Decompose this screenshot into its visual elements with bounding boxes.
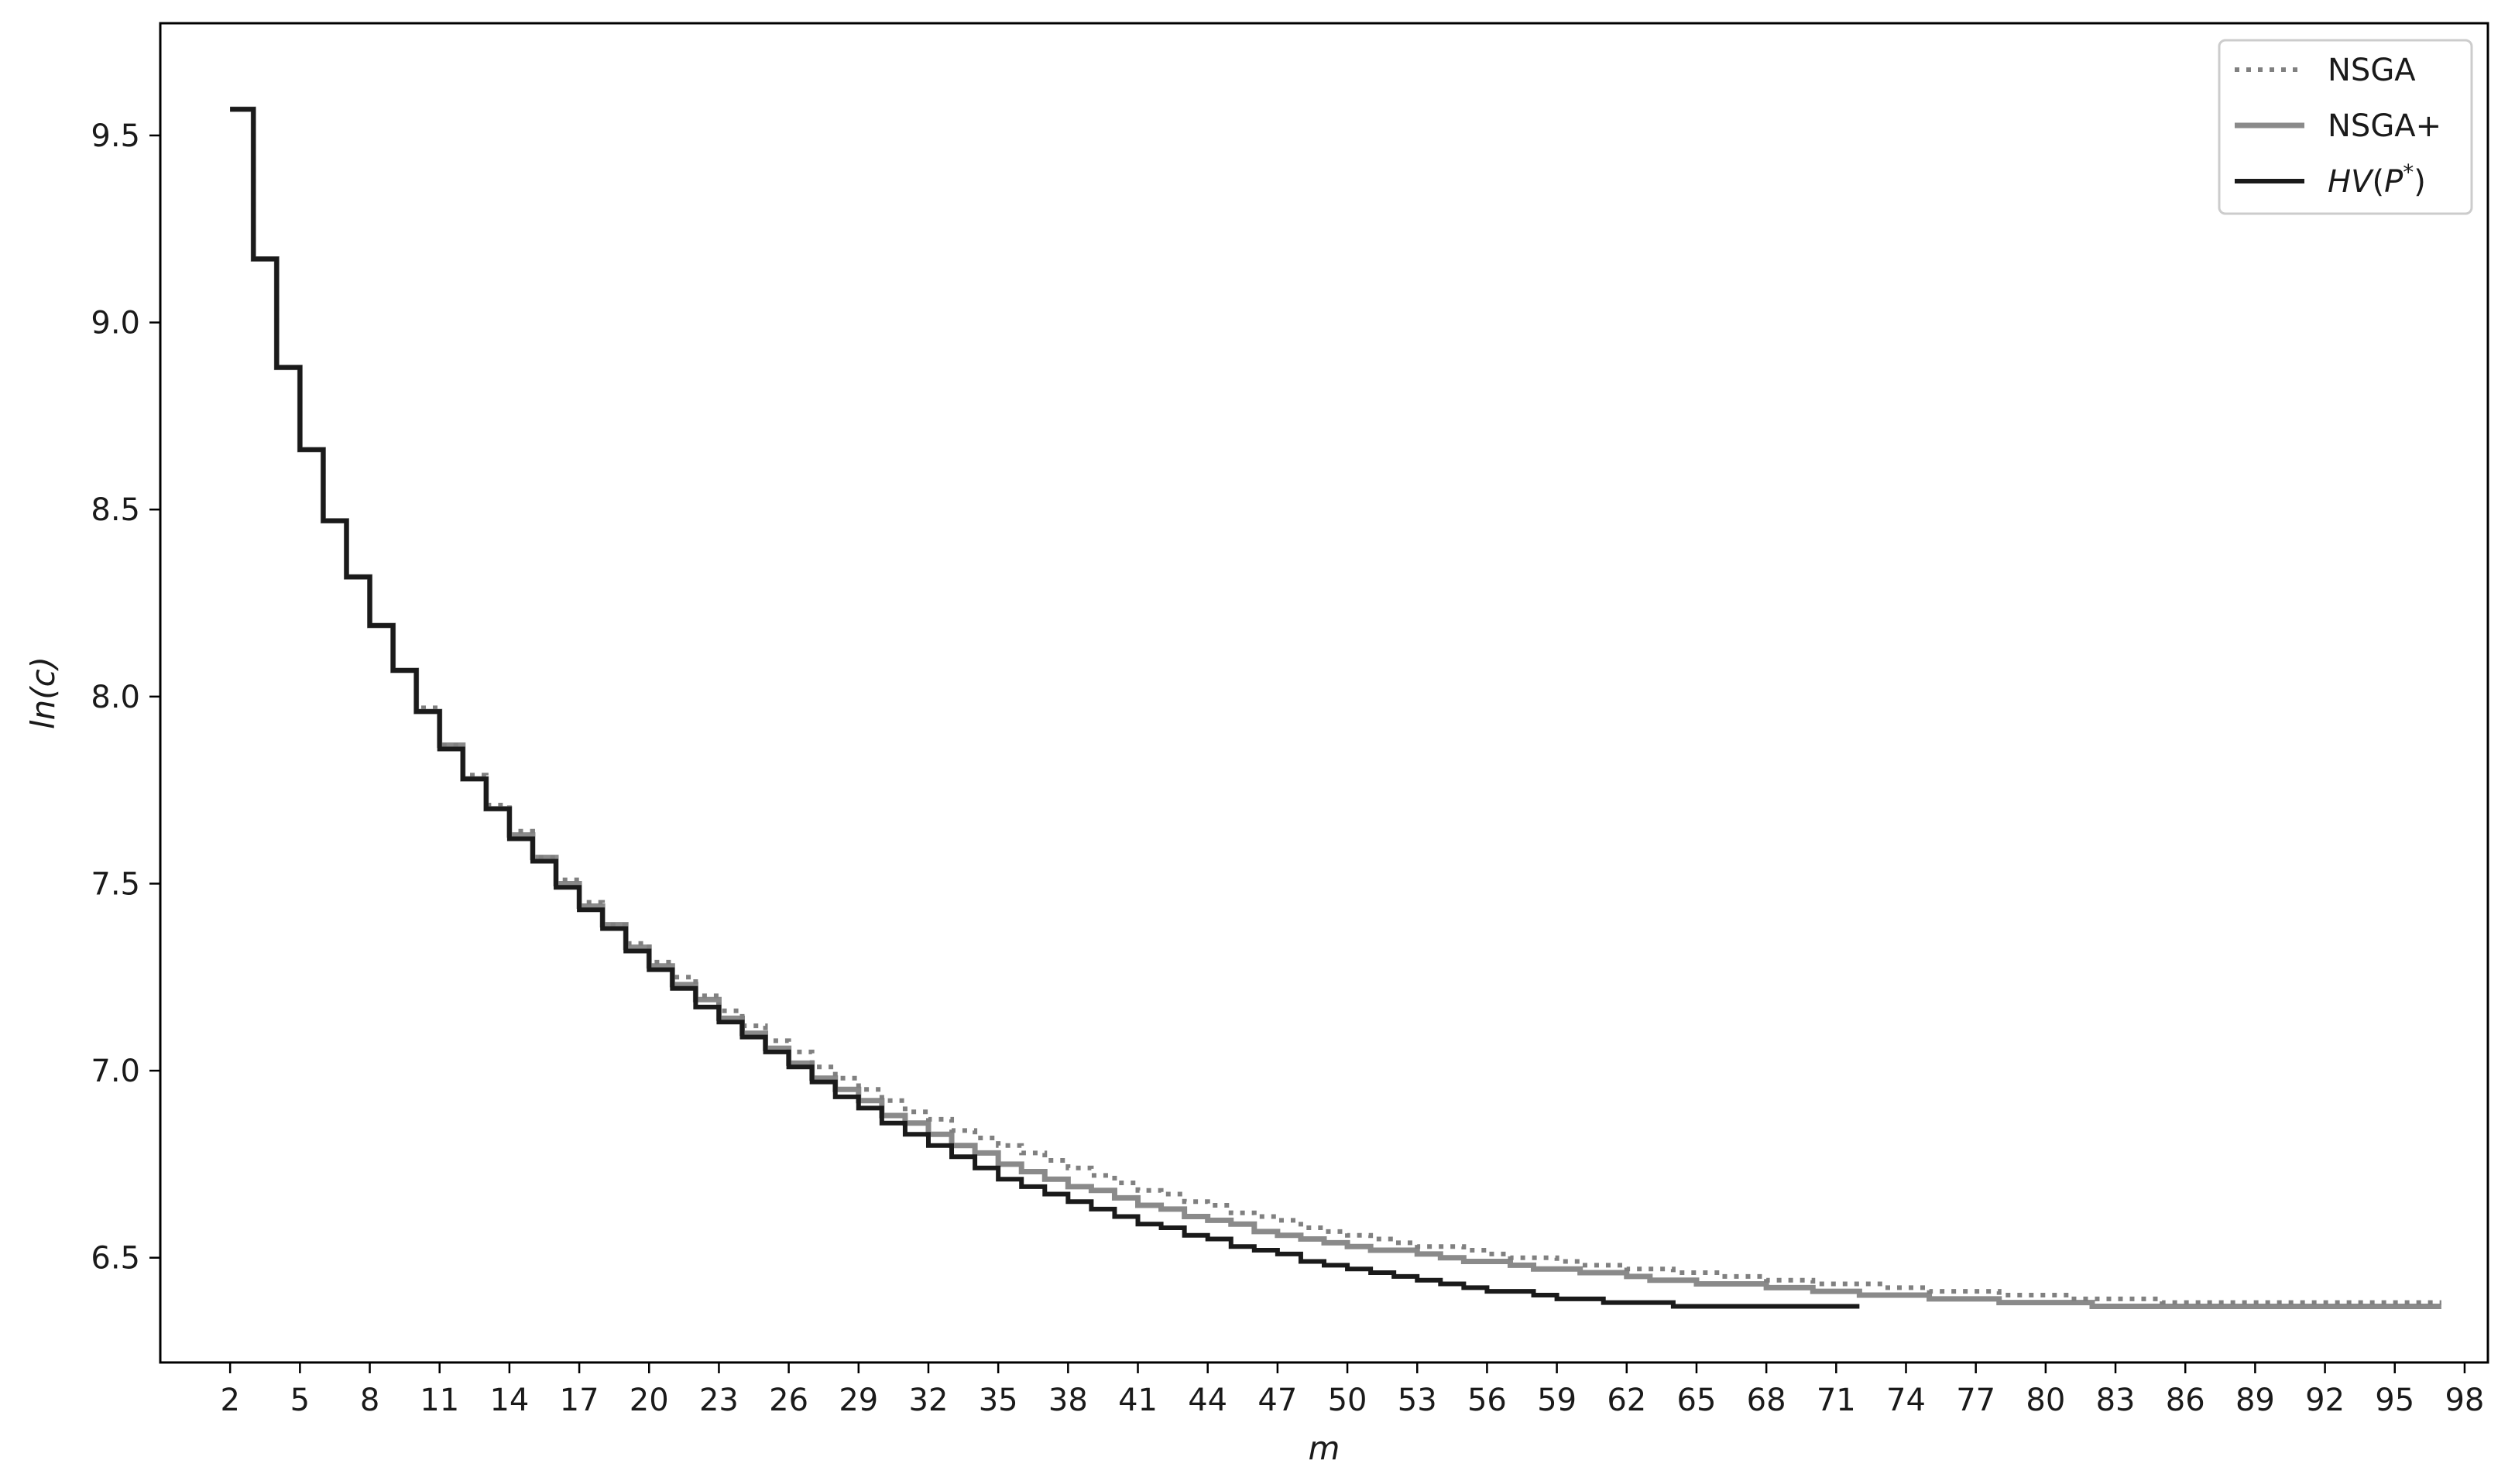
x-tick-label: 62 [1607,1383,1646,1418]
x-tick-label: 83 [2096,1383,2136,1418]
x-tick-label: 20 [630,1383,669,1418]
x-tick-label: 32 [909,1383,949,1418]
x-tick-label: 89 [2235,1383,2275,1418]
y-axis-title: ln(c) [24,656,62,729]
x-tick-label: 35 [979,1383,1018,1418]
legend-label: HV(P*) [2328,159,2426,200]
legend-box [2218,39,2473,215]
legend-label: NSGA+ [2328,108,2441,144]
y-tick-label: 9.5 [91,118,140,154]
x-tick-label: 23 [699,1383,739,1418]
legend-label: NSGA [2328,53,2416,88]
x-tick-label: 29 [839,1383,878,1418]
x-tick-label: 5 [290,1383,310,1418]
y-tick-label: 6.5 [91,1241,140,1277]
x-axis-ticks: 2 5 8 11 14 17 20 23 26 29 32 35 38 41 44 47 50 53 56 59 62 6… [220,1362,2484,1418]
x-tick-label: 59 [1537,1383,1577,1418]
x-tick-label: 92 [2305,1383,2345,1418]
x-tick-label: 26 [769,1383,808,1418]
y-tick-label: 9.0 [91,306,140,341]
y-tick-label: 8.0 [91,680,140,715]
series-layer [230,106,2441,1310]
x-tick-label: 41 [1118,1383,1158,1418]
x-tick-label: 17 [560,1383,599,1418]
x-tick-label: 65 [1677,1383,1717,1418]
x-tick-label: 2 [220,1383,239,1418]
x-tick-label: 47 [1258,1383,1297,1418]
x-tick-label: 86 [2166,1383,2205,1418]
series-line-nsga [230,107,2441,1305]
x-tick-label: 38 [1048,1383,1088,1418]
legend: NSGA NSGA+ HV(P*) [2218,39,2473,215]
y-tick-label: 7.5 [91,866,140,902]
y-axis-ticks: 6.5 7.0 7.5 8.0 8.5 9.0 9.5 [91,118,160,1277]
x-tick-label: 77 [1956,1383,1995,1418]
series-line-hv-p [230,107,1860,1309]
x-tick-label: 68 [1747,1383,1786,1418]
x-tick-label: 50 [1328,1383,1367,1418]
y-tick-label: 7.0 [91,1054,140,1089]
y-tick-label: 8.5 [91,492,140,528]
series-line-nsga [230,106,2441,1310]
x-tick-label: 44 [1188,1383,1227,1418]
x-tick-label: 74 [1886,1383,1926,1418]
x-tick-label: 11 [420,1383,459,1418]
x-tick-label: 8 [360,1383,379,1418]
x-tick-label: 95 [2375,1383,2414,1418]
x-axis-title: m [1309,1429,1340,1467]
x-tick-label: 80 [2026,1383,2065,1418]
x-tick-label: 71 [1817,1383,1856,1418]
x-tick-label: 53 [1398,1383,1437,1418]
x-tick-label: 14 [489,1383,529,1418]
x-tick-label: 98 [2445,1383,2484,1418]
plot-frame [159,22,2489,1364]
x-tick-label: 56 [1467,1383,1507,1418]
